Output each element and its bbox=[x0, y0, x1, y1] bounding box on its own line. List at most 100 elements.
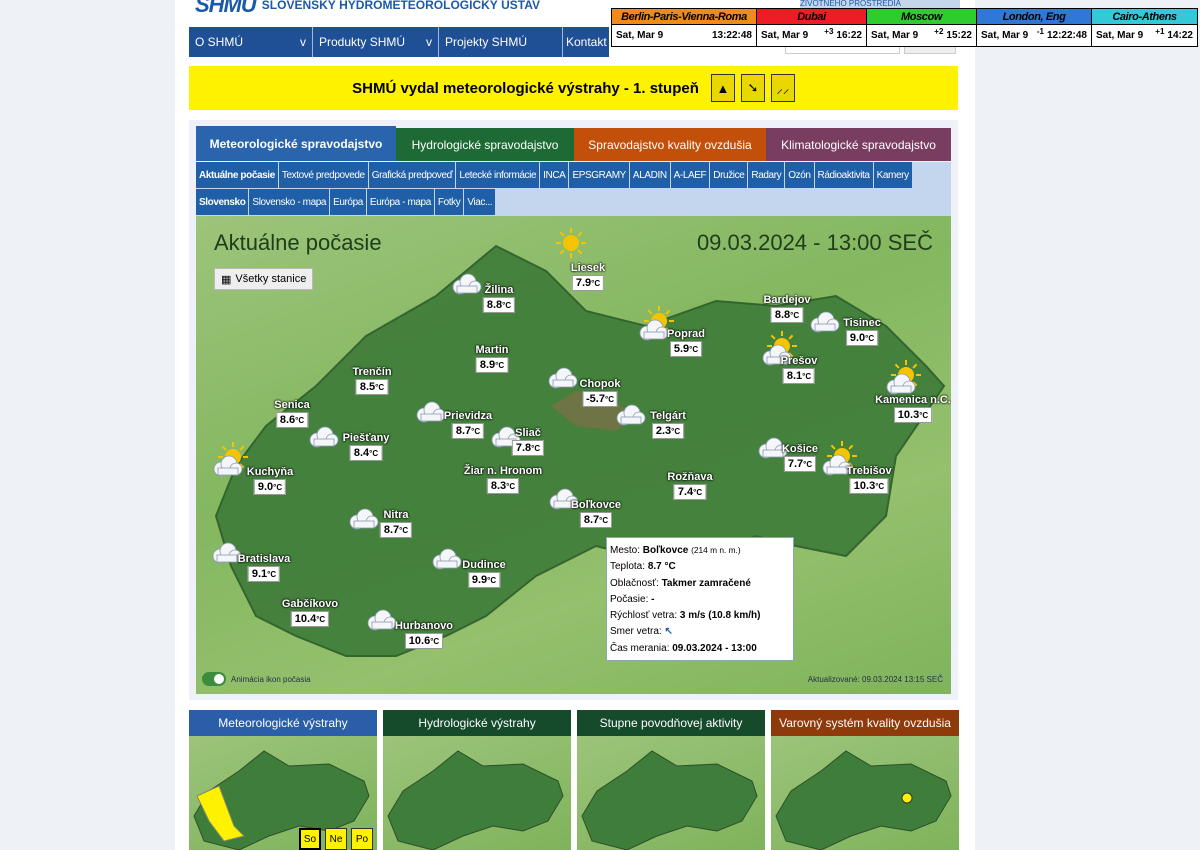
nav-kontakt[interactable]: Kontakt bbox=[566, 35, 607, 49]
nav-o-shmu[interactable]: O SHMÚ v bbox=[189, 27, 313, 57]
wind-direction-arrow-icon: ↖ bbox=[664, 626, 673, 638]
tab-1[interactable]: Hydrologické spravodajstvo bbox=[396, 128, 574, 161]
station-name: Nitra bbox=[383, 509, 409, 521]
nav-projekty[interactable]: Projekty SHMÚ bbox=[439, 27, 563, 57]
station-10[interactable]: Senica 8.6°C bbox=[274, 399, 310, 428]
nav-produkty[interactable]: Produkty SHMÚ v bbox=[313, 27, 439, 57]
card-title[interactable]: Hydrologické výstrahy bbox=[383, 710, 571, 736]
card-map[interactable] bbox=[577, 736, 765, 850]
subtab-4[interactable]: INCA bbox=[540, 162, 570, 188]
card-title[interactable]: Stupne povodňovej aktivity bbox=[577, 710, 765, 736]
subtab-7[interactable]: A-LAEF bbox=[670, 162, 711, 188]
warning-banner[interactable]: SHMÚ vydal meteorologické výstrahy - 1. … bbox=[189, 66, 958, 110]
animation-toggle[interactable]: Animácia ikon počasia bbox=[202, 672, 311, 686]
card-title[interactable]: Meteorologické výstrahy bbox=[189, 710, 377, 736]
region-tab-5[interactable]: Viac... bbox=[464, 189, 497, 215]
cloud-icon bbox=[413, 400, 447, 427]
wind-icon[interactable]: ➘ bbox=[740, 74, 765, 102]
station-9[interactable]: Kamenica n.C. 10.3°C bbox=[875, 394, 951, 423]
station-1[interactable]: Liesek 7.9°C bbox=[571, 262, 605, 291]
day-ne[interactable]: Ne bbox=[325, 828, 347, 850]
card-1[interactable]: Hydrologické výstrahy bbox=[383, 710, 571, 850]
station-13[interactable]: Piešťany 8.4°C bbox=[343, 432, 389, 461]
card-map[interactable]: So Ne Po bbox=[189, 736, 377, 850]
tab-2[interactable]: Spravodajstvo kvality ovzdušia bbox=[574, 128, 766, 161]
day-so[interactable]: So bbox=[299, 828, 321, 850]
station-temp: 8.7°C bbox=[379, 522, 413, 538]
cloud-icon bbox=[759, 343, 793, 370]
subtab-12[interactable]: Kamery bbox=[873, 162, 913, 188]
subtab-3[interactable]: Letecké informácie bbox=[456, 162, 541, 188]
station-0[interactable]: Žilina 8.8°C bbox=[482, 284, 516, 313]
ministry-logo[interactable]: ŽIVOTNÉHO PROSTREDIA bbox=[800, 0, 960, 8]
subtab-11[interactable]: Rádioaktivita bbox=[814, 162, 874, 188]
cloud-icon bbox=[429, 547, 463, 574]
clock-offset: -1 bbox=[1036, 27, 1044, 36]
station-17[interactable]: Košice 7.7°C bbox=[782, 443, 818, 472]
subtab-0[interactable]: Aktuálne počasie bbox=[196, 162, 279, 188]
station-2[interactable]: Poprad 5.9°C bbox=[667, 328, 705, 357]
tab-3[interactable]: Klimatologické spravodajstvo bbox=[766, 128, 951, 161]
station-4[interactable]: Tisinec 9.0°C bbox=[843, 317, 881, 346]
all-stations-button[interactable]: ▦ Všetky stanice bbox=[214, 268, 314, 290]
station-24[interactable]: Gabčíkovo 10.4°C bbox=[282, 598, 338, 627]
subtab-5[interactable]: EPSGRAMY bbox=[569, 162, 630, 188]
card-3[interactable]: Varovný systém kvality ovzdušia bbox=[771, 710, 959, 850]
clock-row: Sat, Mar 9 +2 15:22 bbox=[867, 25, 976, 46]
card-0[interactable]: Meteorologické výstrahy So Ne Po bbox=[189, 710, 377, 850]
station-3[interactable]: Bardejov 8.8°C bbox=[763, 294, 811, 323]
station-temp: 7.9°C bbox=[571, 275, 605, 291]
station-25[interactable]: Hurbanovo 10.6°C bbox=[395, 620, 453, 649]
cloud-icon bbox=[807, 310, 841, 337]
station-15[interactable]: Kuchyňa 9.0°C bbox=[247, 466, 293, 495]
region-tab-0[interactable]: Slovensko bbox=[196, 189, 250, 215]
station-19[interactable]: Rožňava 7.4°C bbox=[667, 471, 713, 500]
station-5[interactable]: Martin 8.9°C bbox=[476, 344, 509, 373]
station-20[interactable]: Boľkovce 8.7°C bbox=[571, 499, 621, 528]
toggle-switch[interactable] bbox=[202, 672, 226, 686]
cloud-icon bbox=[613, 403, 647, 430]
station-23[interactable]: Dudince 9.9°C bbox=[462, 559, 506, 588]
station-14[interactable]: Sliač 7.8°C bbox=[511, 427, 545, 456]
region-tab-2[interactable]: Európa bbox=[330, 189, 367, 215]
station-18[interactable]: Trebišov 10.3°C bbox=[846, 465, 892, 494]
station-6[interactable]: Prešov 8.1°C bbox=[781, 355, 817, 384]
station-8[interactable]: Chopok -5.7°C bbox=[580, 378, 620, 407]
clock-row: Sat, Mar 9 13:22:48 bbox=[612, 25, 756, 46]
tab-0[interactable]: Meteorologické spravodajstvo bbox=[196, 126, 396, 161]
subtab-8[interactable]: Družice bbox=[710, 162, 749, 188]
clock-date: Sat, Mar 9 bbox=[1096, 30, 1144, 41]
region-tab-4[interactable]: Fotky bbox=[434, 189, 465, 215]
region-tab-1[interactable]: Slovensko - mapa bbox=[249, 189, 331, 215]
station-12[interactable]: Telgárt 2.3°C bbox=[650, 410, 686, 439]
station-16[interactable]: Žiar n. Hronom 8.3°C bbox=[464, 465, 542, 494]
station-temp: 7.7°C bbox=[783, 456, 817, 472]
station-22[interactable]: Bratislava 9.1°C bbox=[238, 553, 290, 582]
station-name: Sliač bbox=[515, 427, 541, 439]
station-21[interactable]: Nitra 8.7°C bbox=[379, 509, 413, 538]
region-tab-3[interactable]: Európa - mapa bbox=[366, 189, 435, 215]
station-name: Bardejov bbox=[763, 294, 811, 306]
station-temp: 8.6°C bbox=[275, 412, 309, 428]
clock-date: Sat, Mar 9 bbox=[871, 30, 919, 41]
card-2[interactable]: Stupne povodňovej aktivity bbox=[577, 710, 765, 850]
station-7[interactable]: Trenčín 8.5°C bbox=[352, 366, 392, 395]
subtab-6[interactable]: ALADIN bbox=[629, 162, 671, 188]
clock-row: Sat, Mar 9 +3 16:22 bbox=[757, 25, 866, 46]
day-selector: So Ne Po bbox=[299, 828, 373, 850]
subtab-1[interactable]: Textové predpovede bbox=[278, 162, 369, 188]
map-title: Aktuálne počasie bbox=[214, 230, 382, 255]
station-name: Kuchyňa bbox=[246, 466, 294, 478]
shmu-logo[interactable]: SHMÚ SLOVENSKÝ HYDROMETEOROLOGICKÝ ÚSTAV bbox=[195, 0, 541, 17]
station-11[interactable]: Prievidza 8.7°C bbox=[444, 410, 492, 439]
card-title[interactable]: Varovný systém kvality ovzdušia bbox=[771, 710, 959, 736]
avalanche-icon[interactable]: ▲ bbox=[710, 74, 735, 102]
day-po[interactable]: Po bbox=[351, 828, 373, 850]
subtab-2[interactable]: Grafická predpoveď bbox=[368, 162, 457, 188]
cloud-icon bbox=[819, 453, 853, 480]
subtab-10[interactable]: Ozón bbox=[785, 162, 815, 188]
card-map[interactable] bbox=[383, 736, 571, 850]
rain-icon[interactable]: ⸝⸝ bbox=[770, 74, 795, 102]
card-map[interactable] bbox=[771, 736, 959, 850]
subtab-9[interactable]: Radary bbox=[748, 162, 786, 188]
